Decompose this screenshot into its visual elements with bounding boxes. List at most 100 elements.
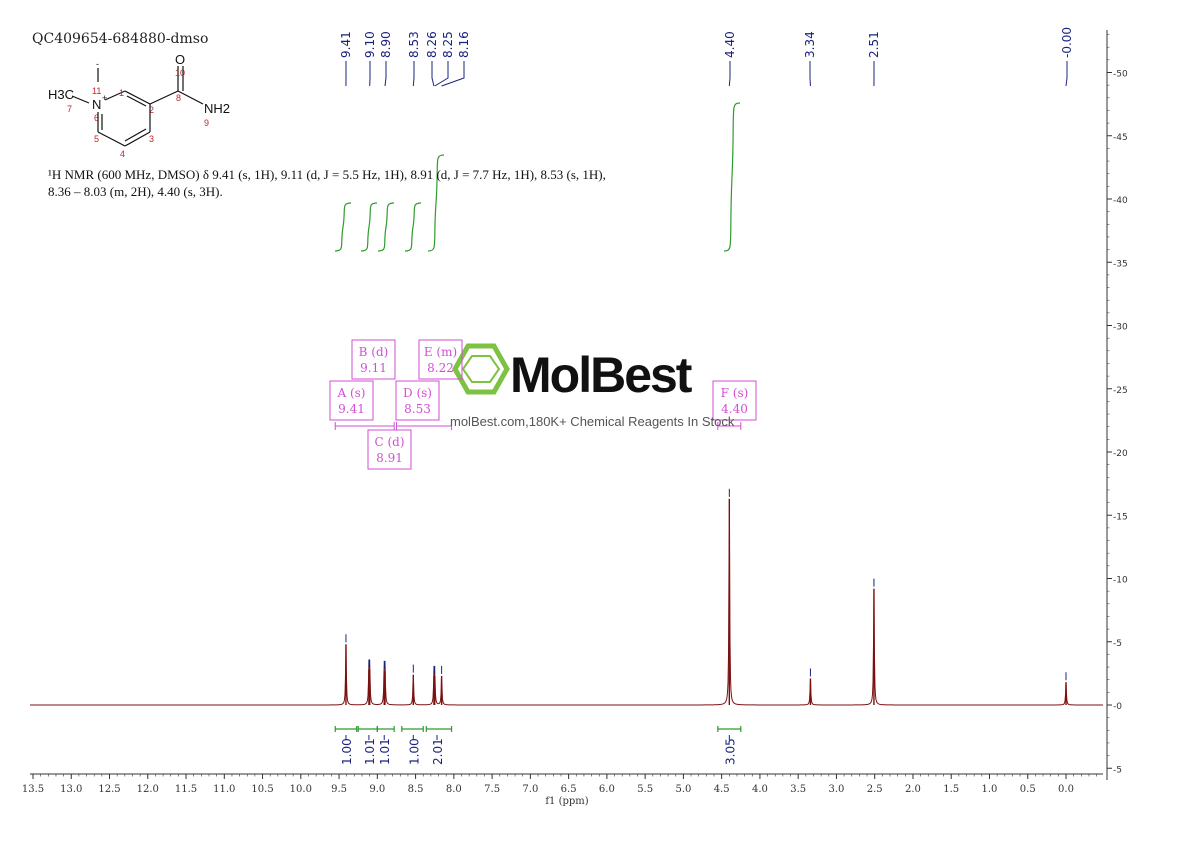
multiplet-box: A (s) 9.41	[329, 380, 374, 421]
multiplet-box: F (s) 4.40	[712, 380, 757, 421]
multiplet-shift: 9.11	[360, 361, 387, 375]
sample-id: QC409654-684880-dmso	[32, 31, 209, 47]
integral-value: 1.01	[363, 738, 377, 765]
multiplet-box-frame	[418, 339, 463, 380]
x-tick-label: 2.0	[905, 784, 921, 795]
x-tick-label: 8.5	[408, 784, 424, 795]
x-tick-label: 2.5	[867, 784, 883, 795]
pyridinium-nitrogen: N	[92, 97, 101, 112]
x-tick-label: 5.0	[675, 784, 691, 795]
y-tick-label: -15	[1113, 512, 1128, 522]
multiplet-box: E (m) 8.22	[418, 339, 463, 380]
multiplet-label: A (s)	[336, 386, 365, 400]
amide-group: NH2	[204, 101, 230, 116]
y-tick-label: -30	[1113, 323, 1128, 333]
peak-label: 2.51	[867, 31, 881, 58]
peak-label-leader	[441, 61, 465, 87]
x-tick-label: 4.0	[752, 784, 768, 795]
peak-label: 4.40	[723, 31, 737, 58]
x-tick-label: 1.5	[943, 784, 959, 795]
x-tick-label: 6.5	[561, 784, 577, 795]
y-tick-label: -50	[1113, 70, 1128, 80]
atom-number-3: 3	[149, 134, 154, 144]
molecule-structure: - 11 H3C 7 N + 6 1 2 3 4 5 8 O 10 NH2 9	[48, 52, 230, 159]
peak-label-leader	[1065, 61, 1068, 87]
atom-number-4: 4	[120, 149, 125, 159]
integral-curve	[334, 202, 352, 252]
x-axis-label: f1 (ppm)	[545, 796, 588, 807]
multiplet-label: F (s)	[721, 386, 749, 400]
x-tick-label: 9.5	[331, 784, 347, 795]
multiplet-box-frame	[395, 380, 440, 421]
atom-number-10: 10	[175, 68, 185, 78]
x-tick-label: 12.0	[137, 784, 159, 795]
x-tick-label: 0.5	[1020, 784, 1036, 795]
y-tick-label: -40	[1113, 196, 1128, 206]
y-tick-label: -20	[1113, 449, 1128, 459]
multiplet-shift: 8.53	[404, 402, 431, 416]
x-tick-label: 12.5	[98, 784, 120, 795]
y-tick-label: -45	[1113, 133, 1128, 143]
atom-number-7: 7	[67, 104, 72, 114]
integral-curve	[377, 202, 395, 252]
y-tick-label: -0	[1113, 702, 1122, 712]
integral-curve	[427, 154, 445, 252]
x-tick-label: 11.5	[175, 784, 197, 795]
x-tick-label: 5.5	[637, 784, 653, 795]
carbonyl-oxygen: O	[175, 52, 185, 67]
multiplet-label: D (s)	[403, 386, 432, 400]
peak-label-leader	[384, 61, 387, 87]
x-tick-label: 0.0	[1058, 784, 1074, 795]
y-tick-label: -10	[1113, 576, 1128, 586]
x-tick-label: 4.5	[714, 784, 730, 795]
atom-number-2: 2	[149, 105, 154, 115]
x-tick-label: 3.0	[828, 784, 844, 795]
x-tick-label: 9.0	[369, 784, 385, 795]
x-tick-label: 10.0	[290, 784, 312, 795]
multiplet-shift: 8.22	[427, 361, 454, 375]
multiplet-box-frame	[329, 380, 374, 421]
y-tick-label: -5	[1113, 765, 1122, 775]
y-tick-label: -25	[1113, 386, 1128, 396]
nmr-description: ¹H NMR (600 MHz, DMSO) δ 9.41 (s, 1H), 9…	[48, 167, 606, 199]
multiplet-box: C (d) 8.91	[367, 429, 412, 470]
nitrogen-charge: +	[102, 93, 107, 103]
spectrum-line	[30, 526, 1103, 706]
x-tick-label: 6.0	[599, 784, 615, 795]
atom-number-8: 8	[176, 93, 181, 103]
peak-label-leader	[728, 61, 731, 87]
peak-label: 8.16	[457, 31, 471, 58]
multiplet-box: D (s) 8.53	[395, 380, 440, 421]
x-tick-label: 10.5	[251, 784, 273, 795]
atom-number-11: 11	[92, 86, 101, 96]
multiplet-label: C (d)	[374, 435, 404, 449]
peak-label-leader	[412, 61, 415, 87]
x-tick-label: 8.0	[446, 784, 462, 795]
atom-number-5: 5	[94, 134, 99, 144]
atom-number-6: 6	[94, 113, 99, 123]
peak-label-leader	[431, 61, 435, 87]
peak-label: -0.00	[1060, 27, 1074, 58]
y-tick-label: -35	[1113, 259, 1128, 269]
watermark-brand: MolBest	[510, 347, 692, 403]
integral-curve	[723, 102, 741, 252]
integral-curve	[404, 202, 422, 252]
methyl-group: H3C	[48, 87, 74, 102]
watermark-logo-icon	[452, 343, 510, 395]
x-tick-label: 1.0	[982, 784, 998, 795]
peak-label: 8.90	[379, 31, 393, 58]
peak-label: 3.34	[803, 31, 817, 58]
multiplet-box-frame	[712, 380, 757, 421]
multiplet-box-frame	[351, 339, 396, 380]
watermark-tagline: molBest.com,180K+ Chemical Reagents In S…	[450, 414, 735, 429]
integral-value: 3.05	[723, 738, 737, 765]
x-tick-label: 13.0	[60, 784, 82, 795]
integral-value: 1.01	[378, 738, 392, 765]
x-tick-label: 13.5	[22, 784, 44, 795]
iodide-charge: -	[96, 59, 99, 69]
multiplet-label: B (d)	[359, 345, 389, 359]
x-tick-label: 7.5	[484, 784, 500, 795]
peak-label: 8.53	[407, 31, 421, 58]
peak-label: 9.41	[339, 31, 353, 58]
x-tick-label: 3.5	[790, 784, 806, 795]
